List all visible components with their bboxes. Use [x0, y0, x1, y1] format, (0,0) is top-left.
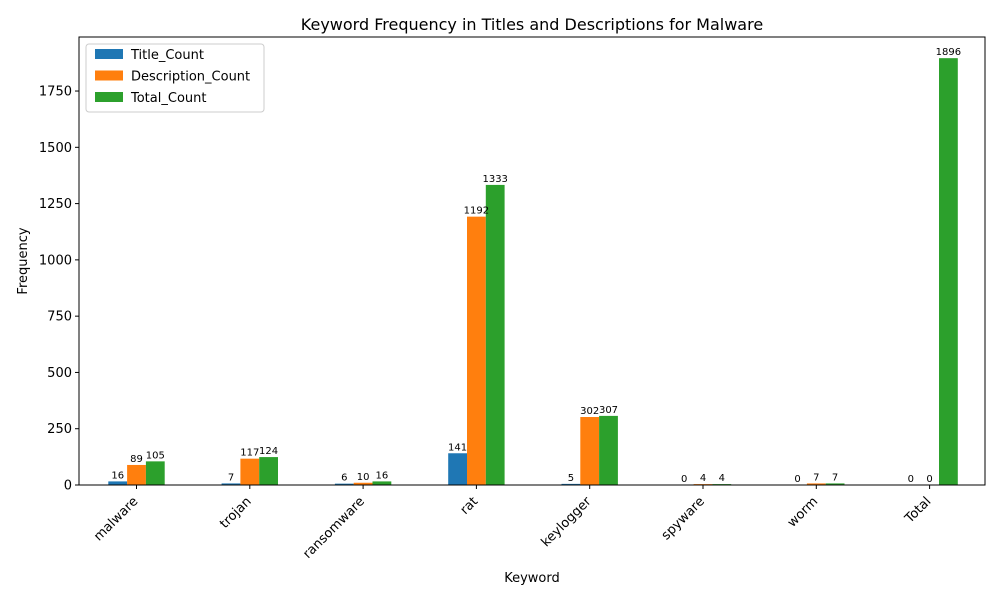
- bar-title-count-ransomware: [334, 483, 354, 485]
- legend-swatch: [95, 70, 123, 81]
- data-label: 124: [259, 446, 278, 457]
- y-tick-label: 1000: [39, 253, 72, 268]
- bar-description-count-malware: [127, 464, 146, 485]
- bar-title-count-rat: [448, 453, 467, 485]
- y-tick-label: 500: [47, 366, 72, 381]
- data-label: 16: [376, 470, 389, 481]
- data-label: 0: [794, 474, 800, 485]
- data-label: 6: [341, 473, 347, 484]
- x-tick-label: trojan: [217, 494, 254, 531]
- bar-total-count-total: [939, 58, 958, 485]
- x-tick-label: rat: [458, 494, 482, 518]
- x-tick-label: worm: [785, 494, 821, 530]
- bar-description-count-worm: [806, 483, 826, 485]
- data-label: 7: [813, 472, 819, 483]
- data-label: 307: [599, 405, 618, 416]
- x-axis-label: Keyword: [504, 571, 560, 586]
- legend-label: Title_Count: [130, 48, 204, 63]
- legend-swatch: [95, 49, 123, 59]
- bar-total-count-rat: [485, 184, 505, 485]
- bar-description-count-ransomware: [353, 482, 373, 485]
- bar-total-count-keylogger: [599, 415, 618, 485]
- y-tick-label: 1750: [39, 85, 72, 100]
- x-tick-label: Total: [902, 494, 935, 527]
- data-label: 141: [448, 442, 467, 453]
- data-label: 4: [700, 473, 706, 484]
- bar-description-count-keylogger: [580, 417, 600, 485]
- y-tick-label: 0: [64, 479, 72, 494]
- data-label: 89: [130, 454, 143, 465]
- legend-label: Description_Count: [131, 70, 250, 85]
- data-label: 302: [580, 406, 599, 417]
- data-label: 16: [111, 470, 124, 481]
- bars-group: [108, 58, 958, 485]
- chart-title: Keyword Frequency in Titles and Descript…: [301, 15, 763, 34]
- data-label: 10: [357, 472, 370, 483]
- data-label: 117: [240, 448, 259, 459]
- bar-total-count-malware: [145, 461, 165, 485]
- x-axis: malware trojan ransomware rat keylogger spywa…: [91, 485, 934, 562]
- data-label: 0: [926, 474, 932, 485]
- y-axis: 0 250 500 750 1000 1250 1500 1750: [39, 85, 79, 494]
- data-label: 105: [146, 450, 165, 461]
- legend-swatch: [95, 92, 123, 102]
- bar-title-count-malware: [108, 481, 128, 485]
- data-labels-group: 16 7 6 141 5 0 0 0 89 117 10 1192 302 4 7 0 105 124 16 1333…: [111, 47, 961, 485]
- bar-description-count-trojan: [240, 458, 260, 485]
- x-tick-label: malware: [91, 494, 141, 544]
- data-label: 1333: [482, 174, 507, 185]
- data-label: 7: [228, 472, 234, 483]
- data-label: 0: [908, 474, 914, 485]
- data-label: 1896: [936, 47, 961, 58]
- data-label: 1192: [464, 206, 489, 217]
- bar-description-count-rat: [467, 216, 486, 485]
- y-tick-label: 250: [47, 422, 72, 437]
- x-tick-label: ransomware: [300, 494, 368, 562]
- data-label: 4: [719, 473, 725, 484]
- y-tick-label: 750: [47, 310, 72, 325]
- data-label: 5: [568, 473, 574, 484]
- legend-box: [85, 43, 265, 113]
- y-axis-label: Frequency: [16, 227, 31, 294]
- data-label: 7: [832, 472, 838, 483]
- bar-total-count-trojan: [259, 457, 278, 485]
- legend: Title_Count Description_Count Total_Count: [85, 43, 265, 113]
- bar-title-count-keylogger: [561, 483, 581, 485]
- x-tick-label: spyware: [659, 494, 708, 543]
- bar-total-count-worm: [825, 483, 845, 485]
- bar-title-count-trojan: [221, 483, 241, 485]
- bar-total-count-ransomware: [372, 481, 392, 485]
- x-tick-label: keylogger: [539, 494, 595, 550]
- y-tick-label: 1250: [39, 197, 72, 212]
- legend-label: Total_Count: [130, 91, 206, 106]
- data-label: 0: [681, 474, 687, 485]
- y-tick-label: 1500: [39, 141, 72, 156]
- plot-frame: [78, 36, 986, 486]
